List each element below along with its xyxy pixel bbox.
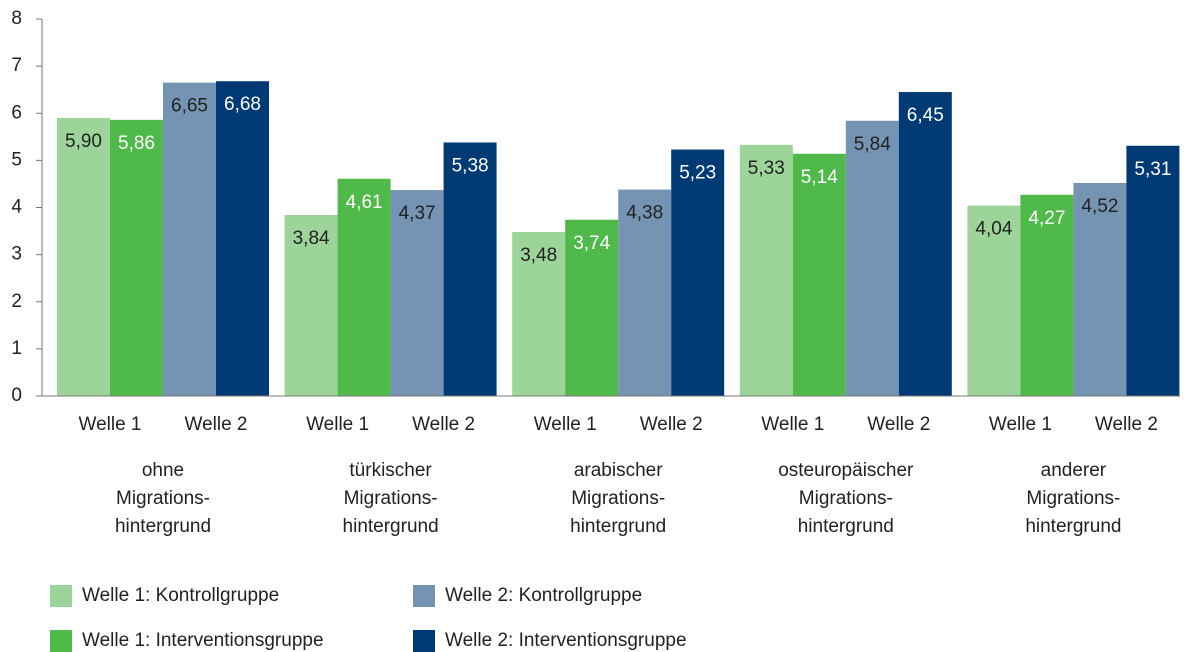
category-label: anderer	[1041, 460, 1107, 481]
value-label: 5,86	[118, 133, 155, 154]
y-tick-label: 0	[11, 385, 22, 406]
sub-category-label: Welle 2	[640, 414, 703, 435]
value-label: 5,31	[1134, 159, 1171, 180]
bar	[671, 149, 725, 396]
category-label: hintergrund	[570, 516, 666, 537]
value-label: 3,84	[293, 228, 330, 249]
category-label: osteuropäischer	[778, 460, 914, 481]
value-label: 4,38	[626, 203, 663, 224]
bar	[898, 92, 952, 396]
y-tick-label: 1	[11, 338, 22, 359]
y-tick-label: 5	[11, 149, 22, 170]
sub-category-label: Welle 1	[989, 414, 1052, 435]
y-tick-label: 7	[11, 55, 22, 76]
bar	[1126, 145, 1180, 396]
bar	[443, 142, 497, 396]
value-label: 5,84	[854, 134, 891, 155]
category-label: Migrations-	[116, 488, 210, 509]
sub-category-label: Welle 1	[306, 414, 369, 435]
sub-category-label: Welle 2	[867, 414, 930, 435]
legend-label: Welle 2: Interventionsgruppe	[445, 630, 687, 651]
y-tick-label: 6	[11, 102, 22, 123]
value-label: 4,04	[975, 219, 1012, 240]
bar	[390, 190, 444, 396]
value-label: 5,23	[679, 163, 716, 184]
value-label: 6,65	[171, 96, 208, 117]
category-label: Migrations-	[1026, 488, 1120, 509]
bar	[110, 119, 163, 396]
bar	[337, 178, 391, 396]
bar	[739, 144, 793, 396]
bar	[967, 205, 1021, 396]
value-label: 4,27	[1028, 208, 1065, 229]
value-label: 5,90	[65, 131, 102, 152]
value-label: 4,61	[346, 192, 383, 213]
category-label: Migrations-	[799, 488, 893, 509]
value-label: 5,33	[748, 158, 785, 179]
category-label: Migrations-	[344, 488, 438, 509]
category-label: Migrations-	[571, 488, 665, 509]
category-label: türkischer	[349, 460, 432, 481]
sub-category-label: Welle 1	[78, 414, 141, 435]
bar	[57, 117, 110, 397]
y-tick-label: 3	[11, 244, 22, 265]
legend-label: Welle 2: Kontrollgruppe	[445, 585, 642, 606]
value-label: 6,45	[907, 105, 944, 126]
value-label: 4,52	[1081, 196, 1118, 217]
legend-label: Welle 1: Interventionsgruppe	[82, 630, 324, 651]
category-label: hintergrund	[1025, 516, 1121, 537]
sub-category-label: Welle 2	[1095, 414, 1158, 435]
value-label: 3,74	[573, 233, 610, 254]
category-label: hintergrund	[343, 516, 439, 537]
category-label: arabischer	[574, 460, 663, 481]
bar	[565, 219, 619, 396]
y-tick-label: 2	[11, 291, 22, 312]
legend-swatch	[413, 585, 435, 607]
legend-label: Welle 1: Kontrollgruppe	[82, 585, 279, 606]
bar	[1020, 194, 1074, 396]
value-label: 4,37	[399, 203, 436, 224]
value-label: 3,48	[520, 245, 557, 266]
bar	[163, 82, 216, 397]
value-label: 5,38	[452, 155, 489, 176]
bar	[618, 189, 672, 396]
category-label: hintergrund	[115, 516, 211, 537]
value-label: 6,68	[224, 94, 261, 115]
category-label: hintergrund	[798, 516, 894, 537]
bar	[216, 81, 269, 396]
bar	[1073, 182, 1127, 396]
category-label: ohne	[142, 460, 184, 481]
legend-swatch	[50, 630, 72, 652]
legend-swatch	[50, 585, 72, 607]
value-label: 5,14	[801, 167, 838, 188]
y-tick-label: 4	[11, 197, 22, 218]
bar	[792, 153, 846, 396]
y-tick-label: 8	[11, 8, 22, 29]
bar	[284, 215, 338, 396]
sub-category-label: Welle 2	[412, 414, 475, 435]
bar	[512, 232, 566, 396]
sub-category-label: Welle 2	[184, 414, 247, 435]
sub-category-label: Welle 1	[534, 414, 597, 435]
bar	[845, 120, 899, 396]
sub-category-label: Welle 1	[761, 414, 824, 435]
legend-swatch	[413, 630, 435, 652]
